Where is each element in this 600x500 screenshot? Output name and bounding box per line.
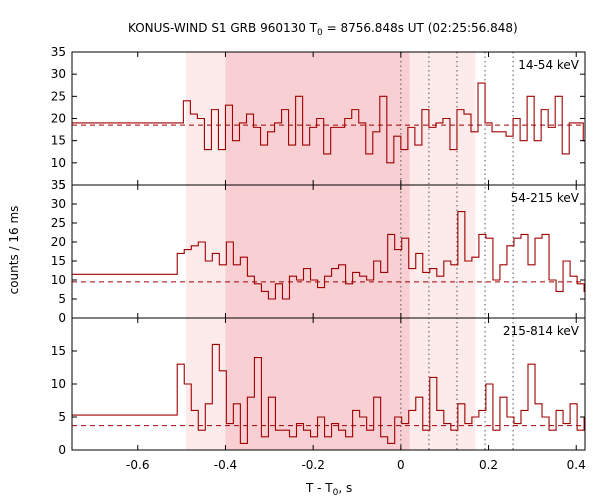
x-tick-label: 0: [397, 458, 405, 472]
y-tick-label: 0: [58, 311, 66, 325]
panel-2: 0 5 10 15 20 25 30 35 54-215 keV: [51, 178, 586, 325]
panel-1: 5 10 15 20 25 30 35 14-54 keV: [51, 45, 586, 192]
y-tick-label: 15: [51, 254, 66, 268]
light-curve-series: [72, 343, 585, 444]
light-curve-series: [72, 211, 585, 300]
y-tick-label: 30: [51, 197, 66, 211]
panel-3: 0 5 10 15 215-814 keV: [51, 317, 586, 457]
y-tick-label: 10: [51, 156, 66, 170]
y-tick-label: 20: [51, 112, 66, 126]
plot-area: 5 10 15 20 25 30 35 14-54 keV 0 5 10 15 20 25 30 35 54-2…: [51, 45, 586, 472]
y-tick-label: 25: [51, 89, 66, 103]
y-tick-label: 35: [51, 178, 66, 192]
chart-title: KONUS-WIND S1 GRB 960130 T0 = 8756.848s …: [128, 21, 518, 38]
y-tick-label: 5: [58, 292, 66, 306]
energy-band-label: 215-814 keV: [503, 324, 580, 338]
x-tick-label: -0.4: [214, 458, 237, 472]
energy-band-label: 54-215 keV: [511, 191, 580, 205]
y-tick-label: 0: [58, 443, 66, 457]
light-curve-series: [72, 82, 585, 164]
y-tick-label: 25: [51, 216, 66, 230]
y-tick-label: 15: [51, 344, 66, 358]
y-tick-label: 35: [51, 45, 66, 59]
x-tick-label: 0.4: [567, 458, 586, 472]
y-tick-label: 30: [51, 67, 66, 81]
x-tick-label: -0.6: [126, 458, 149, 472]
y-tick-label: 5: [58, 410, 66, 424]
y-axis-label: counts / 16 ms: [7, 206, 21, 295]
energy-band-label: 14-54 keV: [518, 58, 580, 72]
shaded-region-dark: [225, 52, 410, 450]
y-tick-label: 15: [51, 134, 66, 148]
y-tick-label: 10: [51, 273, 66, 287]
x-axis-label: T - T0, s: [305, 481, 352, 498]
x-tick-label: -0.2: [301, 458, 324, 472]
x-tick-label: 0.2: [479, 458, 498, 472]
y-tick-label: 10: [51, 377, 66, 391]
y-tick-label: 20: [51, 235, 66, 249]
y-tick-label: 5: [58, 178, 66, 192]
